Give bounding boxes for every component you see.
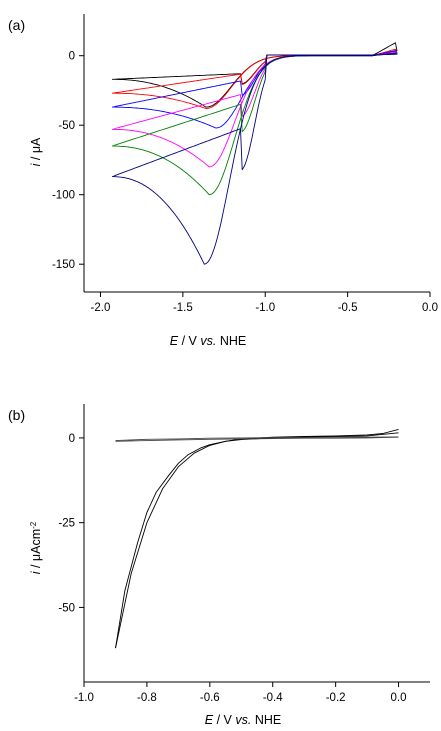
panel-b: (b) E / V vs. NHE i / μAcm-2 -1.0 -0.8 -0.… bbox=[8, 404, 430, 727]
x-tick-label: -1.0 bbox=[74, 692, 94, 704]
panel-b-x-axis-label: E / V vs. NHE bbox=[205, 713, 281, 727]
panel-a-y-axis-label: i / μA bbox=[29, 137, 43, 166]
x-tick-label: 0.0 bbox=[391, 692, 407, 704]
y-tick-label: -150 bbox=[52, 259, 75, 271]
x-tick-label: -1.5 bbox=[173, 302, 193, 314]
series-line-3 bbox=[115, 436, 399, 442]
y-tick-label: 0 bbox=[69, 51, 75, 63]
x-tick-label: -1.0 bbox=[255, 302, 275, 314]
panel-a-x-axis-label: E / V vs. NHE bbox=[170, 334, 246, 348]
y-tick-label: 0 bbox=[69, 433, 75, 445]
series-line-4 bbox=[112, 51, 398, 168]
x-tick-label: 0.0 bbox=[422, 302, 438, 314]
x-tick-label: -0.4 bbox=[263, 692, 283, 704]
x-tick-label: -0.8 bbox=[137, 692, 157, 704]
series-line-4 bbox=[115, 436, 399, 442]
panel-a: (a) E / V vs. NHE i / μA -2.0 -1.5 -1.0 -0.… bbox=[8, 14, 438, 348]
y-tick-label: -100 bbox=[52, 190, 75, 202]
series-line-3 bbox=[112, 50, 398, 129]
panel-a-label: (a) bbox=[8, 17, 25, 33]
series-line-6 bbox=[112, 52, 398, 265]
series-line-1 bbox=[112, 42, 398, 108]
panel-b-label: (b) bbox=[8, 407, 25, 423]
x-tick-label: -0.6 bbox=[200, 692, 220, 704]
x-tick-label: -2.0 bbox=[91, 302, 111, 314]
y-tick-label: -50 bbox=[58, 602, 75, 614]
x-tick-label: -0.5 bbox=[338, 302, 358, 314]
series-line-2 bbox=[115, 432, 399, 649]
y-tick-label: -50 bbox=[58, 120, 75, 132]
y-tick-label: -25 bbox=[58, 518, 75, 530]
panel-b-y-axis-label: i / μAcm-2 bbox=[29, 521, 44, 574]
x-tick-label: -0.2 bbox=[326, 692, 346, 704]
